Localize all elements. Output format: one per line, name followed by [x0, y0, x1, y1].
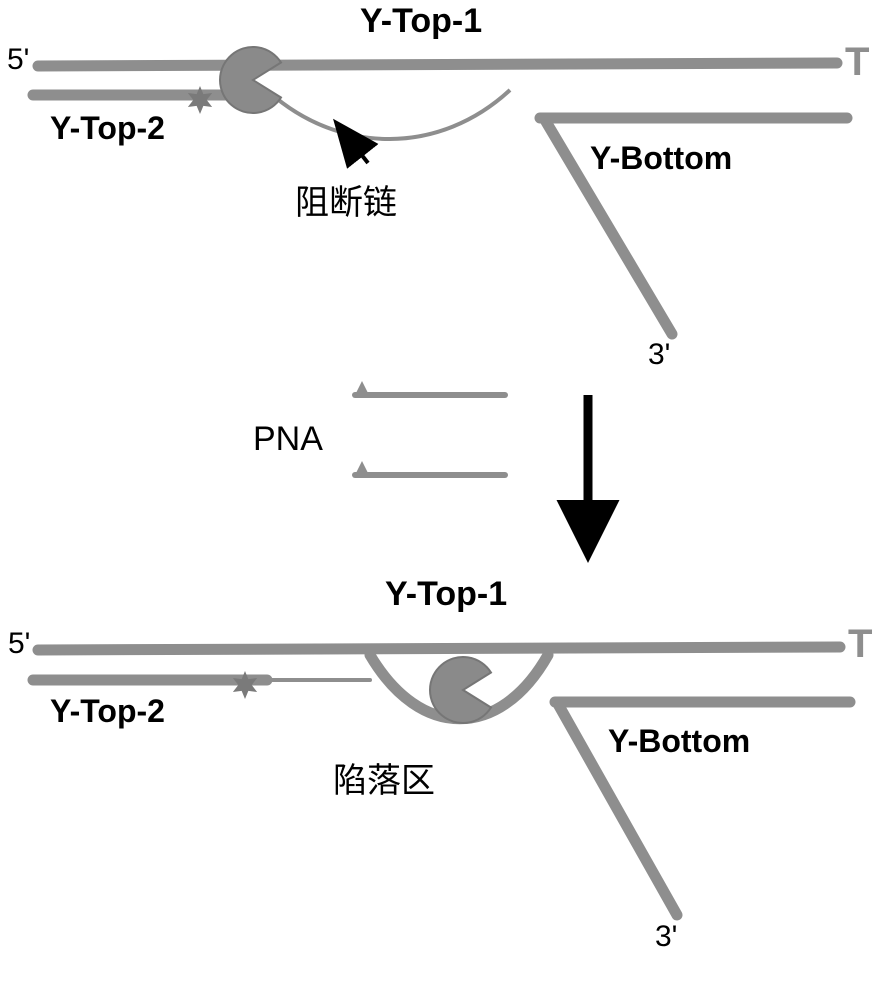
- blocker-pointer-arrow: [338, 125, 368, 163]
- pna-tri-top: [355, 381, 369, 395]
- diagram-container: Y-Top-1 5' T Y-Top-2 Y-Bottom 3' 阻断链 PNA…: [0, 0, 886, 1000]
- title-top-label: Y-Top-1: [360, 2, 482, 41]
- five-prime-top-label: 5': [7, 43, 29, 77]
- pna-tri-bottom: [355, 461, 369, 475]
- three-prime-label-b: 3': [655, 920, 677, 954]
- blocker-chinese-label: 阻断链: [295, 175, 397, 224]
- blocker-curve: [269, 90, 510, 139]
- title-bottom-label: Y-Top-1: [385, 575, 507, 614]
- trap-chinese-label: 陷落区: [333, 753, 435, 802]
- five-prime-bottom-label: 5': [8, 627, 30, 661]
- y-top-1-line-a: [38, 63, 837, 66]
- y-top-2-label-a: Y-Top-2: [50, 110, 165, 147]
- diagram-svg: [0, 0, 886, 1000]
- y-top-1-line-b: [38, 647, 840, 650]
- t-top-label: T: [845, 40, 869, 85]
- y-bottom-label-a: Y-Bottom: [590, 140, 732, 177]
- t-bottom-label: T: [848, 622, 872, 667]
- three-prime-label-a: 3': [648, 338, 670, 372]
- pna-label: PNA: [253, 420, 323, 459]
- y-top-2-label-b: Y-Top-2: [50, 693, 165, 730]
- y-bottom-label-b: Y-Bottom: [608, 723, 750, 760]
- pna-group: [355, 381, 505, 475]
- protein-icon-bottom: [430, 657, 491, 723]
- bottom-structure: [33, 647, 850, 915]
- protein-icon-top: [220, 47, 281, 113]
- top-structure: [33, 47, 847, 334]
